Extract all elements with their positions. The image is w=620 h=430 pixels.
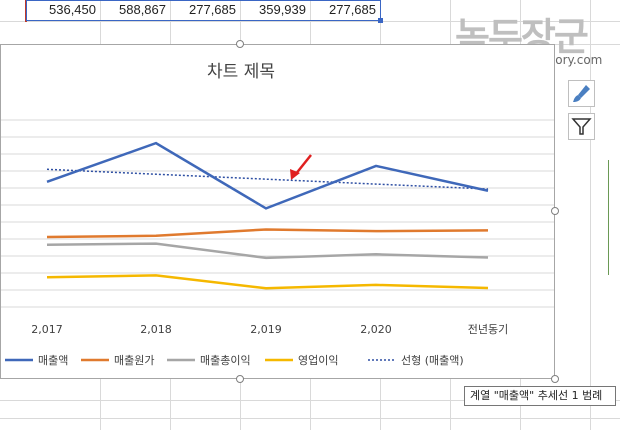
series-line-1[interactable] [46,228,489,239]
line-chart: 차트 제목 2,017 2,018 2,019 2,020 전년동기 매출액 매출원가 매출… [1,62,554,367]
trendline-sales[interactable] [46,168,489,190]
selection-resize-handle[interactable] [378,18,383,23]
legend-label: 선형 (매출액) [401,354,464,367]
cell-value[interactable]: 588,867 [119,2,166,17]
x-tick-label: 2,018 [140,323,172,336]
legend-item[interactable]: 매출액 [5,354,68,367]
series-line-0[interactable] [46,141,489,210]
gridlines [1,119,554,308]
legend: 매출액 매출원가 매출총이익 영업이익 선형 (매출액) [5,354,464,367]
chart-resize-handle-bottom[interactable] [236,375,244,383]
annotation-arrow-icon [290,154,312,180]
chart-resize-handle-corner[interactable] [551,375,559,383]
chart-styles-button[interactable] [568,80,595,107]
legend-label: 매출원가 [114,354,154,367]
side-panel-edge [608,160,619,275]
chart-resize-handle-right[interactable] [551,207,559,215]
chart-title[interactable]: 차트 제목 [207,62,275,82]
chart-filters-button[interactable] [568,113,595,140]
x-tick-label: 2,019 [250,323,282,336]
x-tick-label: 2,017 [31,323,63,336]
cell-value[interactable]: 277,685 [189,2,236,17]
filter-icon [571,118,592,135]
legend-label: 영업이익 [298,354,338,367]
cell-value[interactable]: 277,685 [329,2,376,17]
cell-value[interactable]: 359,939 [259,2,306,17]
legend-label: 매출총이익 [200,354,251,367]
data-range-selection [26,0,381,21]
arrow-head [290,169,300,180]
series-line-3[interactable] [46,274,489,290]
legend-item[interactable]: 매출원가 [81,354,154,367]
trendline-layer [46,168,489,190]
arrow-shaft [294,154,312,176]
legend-label: 매출액 [38,354,68,367]
cell-value[interactable]: 536,450 [49,2,96,17]
x-axis-labels: 2,017 2,018 2,019 2,020 전년동기 [31,323,508,336]
brush-icon [573,85,590,102]
legend-item[interactable]: 선형 (매출액) [368,354,464,367]
tooltip: 계열 "매출액" 추세선 1 범례 [464,386,616,406]
chart-area[interactable]: 차트 제목 2,017 2,018 2,019 2,020 전년동기 매출액 매출원가 매출… [0,44,555,379]
legend-item[interactable]: 매출총이익 [167,354,251,367]
x-tick-label: 전년동기 [468,323,508,336]
cell-row-values: 536,450 588,867 277,685 359,939 277,685 [0,0,620,23]
chart-resize-handle-top[interactable] [236,40,244,48]
series-layer [46,141,489,290]
series-line-2[interactable] [46,242,489,260]
legend-item[interactable]: 영업이익 [265,354,338,367]
grid-line [590,0,591,430]
x-tick-label: 2,020 [360,323,392,336]
